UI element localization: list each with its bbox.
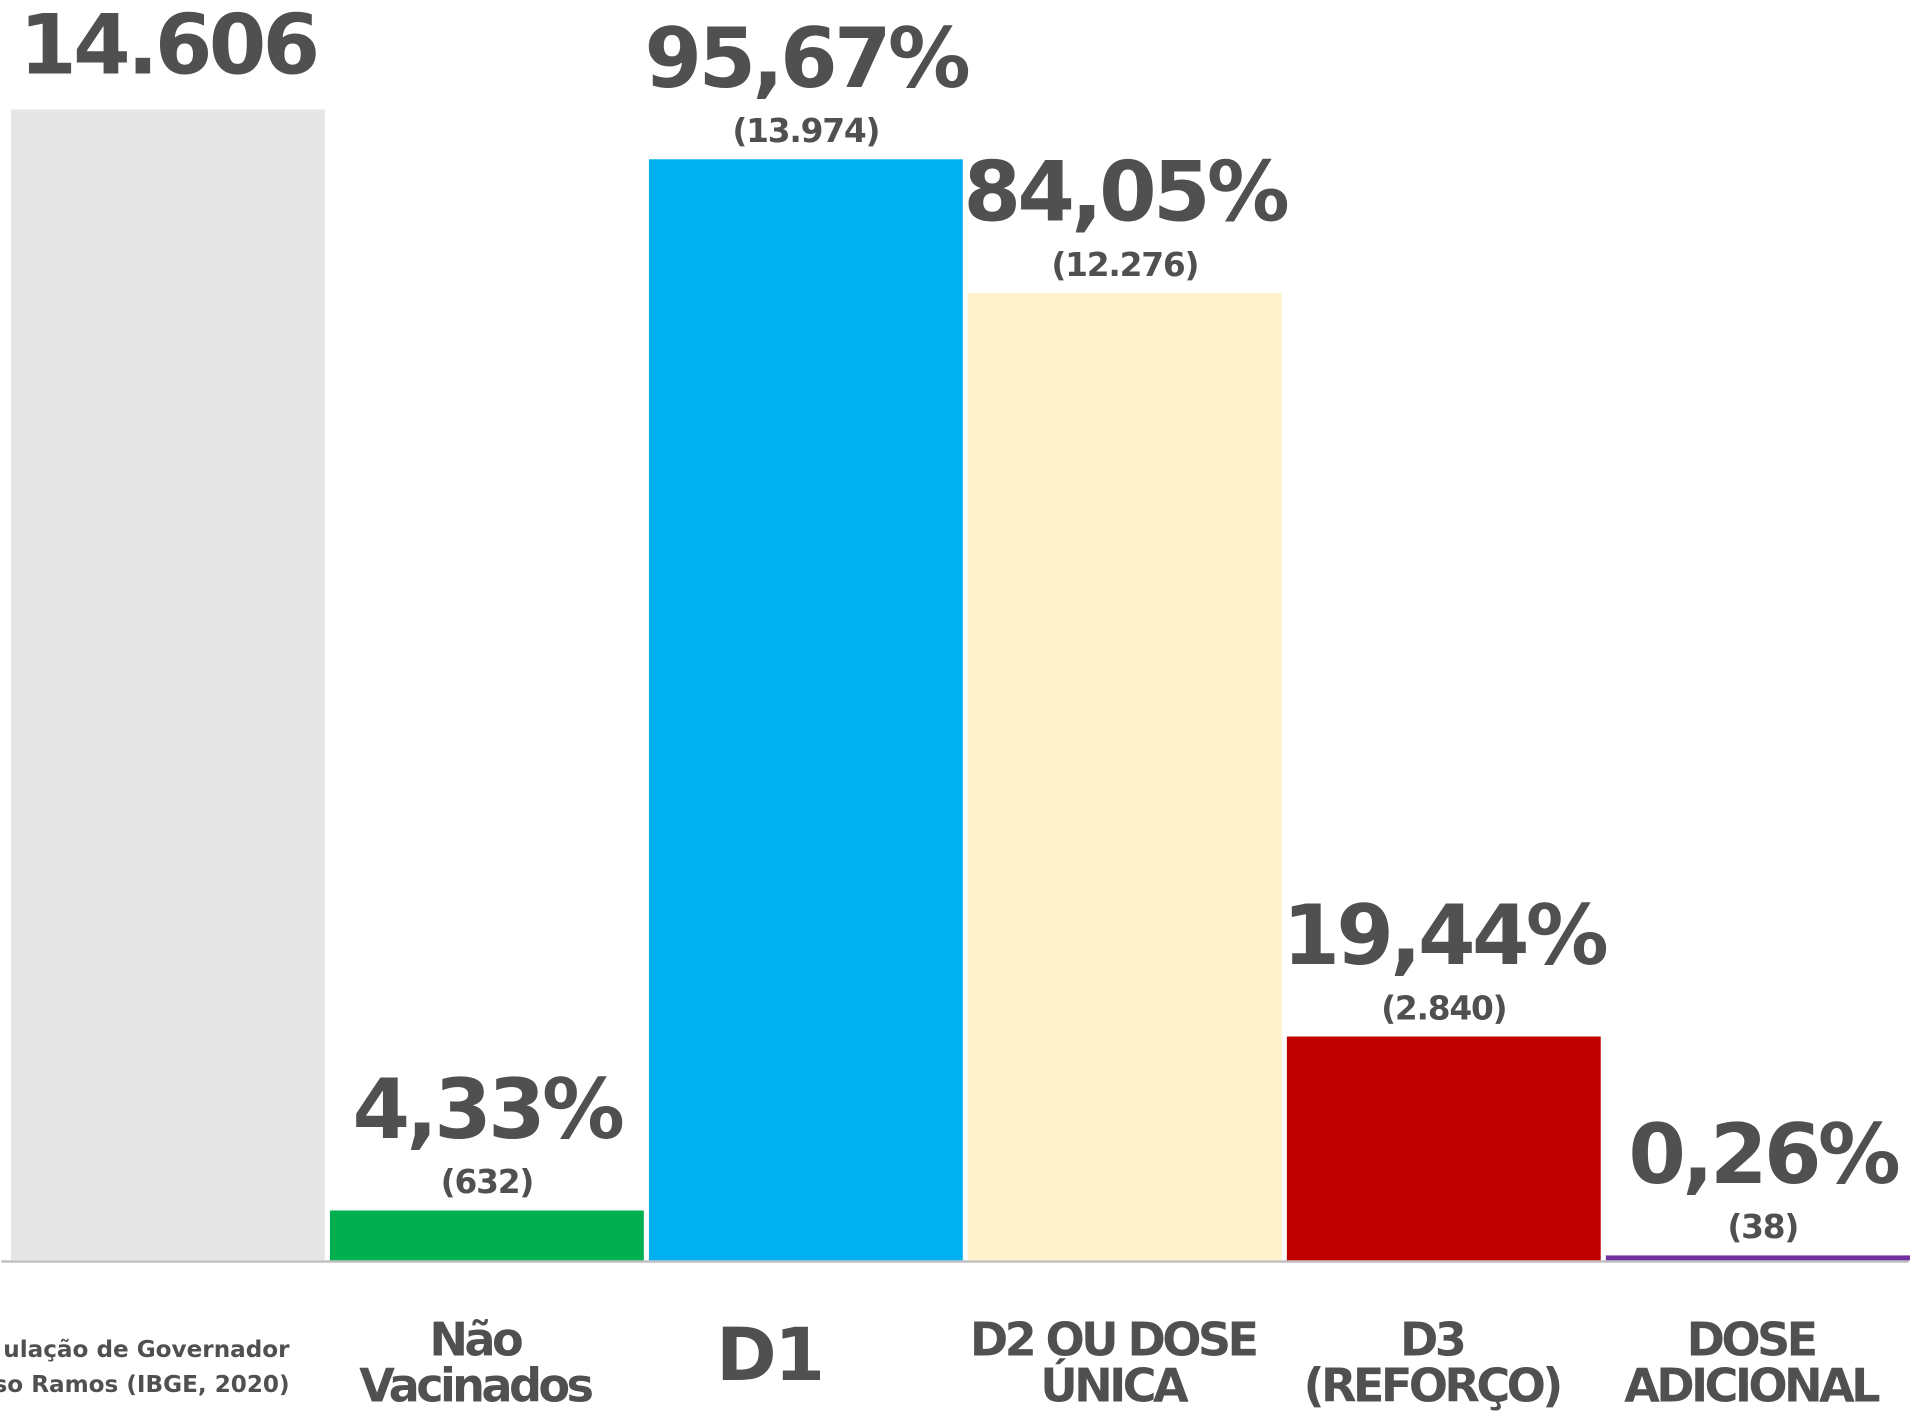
bar [648,159,963,1261]
x-tick-label: Não [429,1313,522,1367]
bar [1605,1255,1910,1261]
percent-label: 19,44% [1282,887,1606,984]
x-tick-label: ÚNICA [1040,1359,1189,1413]
value-label: (2.840) [1381,989,1506,1027]
percent-label: 84,05% [964,144,1288,241]
x-tick-label: D1 [716,1313,822,1398]
x-tick-label: D2 OU DOSE [970,1313,1257,1367]
value-label: (632) [441,1163,533,1201]
x-tick-label: DOSE [1687,1313,1816,1367]
bar [967,293,1282,1261]
bar [329,1210,644,1261]
x-tick-label: Vacinados [359,1359,592,1413]
value-label: (12.276) [1051,246,1198,284]
x-tick-label: so Ramos (IBGE, 2020) [0,1372,290,1398]
bar [1286,1036,1601,1261]
value-label: 14.606 [19,0,316,94]
percent-label: 0,26% [1628,1106,1898,1203]
value-label: (38) [1727,1208,1798,1246]
x-tick-label: D3 [1400,1313,1464,1367]
x-tick-label: (REFORÇO) [1304,1359,1561,1413]
percent-label: 4,33% [353,1061,623,1158]
x-tick-label: ADICIONAL [1624,1359,1880,1413]
value-label: (13.974) [732,112,879,150]
bar [11,109,325,1261]
percent-label: 95,67% [645,10,969,107]
x-tick-label: ulação de Governador [3,1337,290,1363]
